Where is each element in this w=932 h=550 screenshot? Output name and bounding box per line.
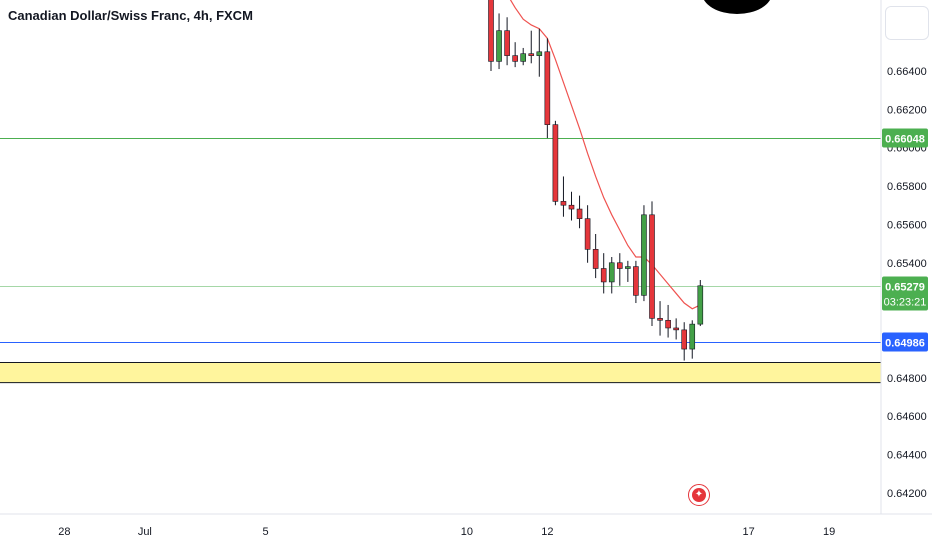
- time-tick-label: Jul: [138, 526, 152, 538]
- candle: [592, 233, 599, 279]
- candle-body: [641, 214, 647, 296]
- candle-body: [649, 214, 655, 319]
- time-axis[interactable]: 2628Jul51012171924: [0, 513, 932, 538]
- top-overlay-shape: [702, 0, 772, 14]
- candle-body: [673, 327, 679, 331]
- canada-flag-icon[interactable]: ✦: [688, 484, 710, 506]
- candle: [608, 257, 615, 294]
- price-tick-label: 0.66200: [887, 104, 927, 116]
- candles: [488, 0, 704, 361]
- maple-leaf-icon: ✦: [692, 488, 706, 502]
- candle: [552, 120, 559, 206]
- candle: [641, 205, 647, 302]
- candle: [520, 47, 527, 66]
- candle-body: [496, 30, 502, 62]
- candle-body: [681, 329, 688, 350]
- time-tick-label: 19: [823, 526, 835, 538]
- scale-settings-icon[interactable]: [885, 6, 929, 40]
- support-zone: [0, 361, 881, 384]
- horizontal-lines: [0, 138, 881, 343]
- candle-body: [536, 51, 543, 56]
- candle: [657, 301, 663, 336]
- candle-body: [665, 319, 671, 329]
- current-price-label: 0.65279: [885, 282, 925, 294]
- resistance-price-label: 0.66048: [885, 134, 925, 146]
- candle: [576, 195, 583, 229]
- resistance-price-badge: [882, 128, 928, 148]
- candle-body: [560, 201, 567, 206]
- candle-body: [657, 318, 663, 321]
- candle: [633, 260, 639, 304]
- time-tick-label: 10: [461, 526, 473, 538]
- candle: [488, 0, 494, 71]
- candle: [625, 260, 631, 282]
- candle: [697, 280, 704, 327]
- candle: [673, 318, 679, 340]
- candle: [512, 42, 518, 68]
- price-labels: 0.66048 0.65279 03:23:21 0.64986: [882, 128, 928, 352]
- candle-body: [552, 124, 559, 202]
- candle: [616, 253, 623, 286]
- candle-body: [504, 30, 510, 56]
- candle: [544, 38, 551, 139]
- candle-body: [576, 208, 583, 219]
- price-tick-label: 0.64200: [887, 488, 927, 500]
- price-tick-label: 0.65600: [887, 219, 927, 231]
- support-zone-rect: [0, 362, 881, 383]
- price-tick-label: 0.64800: [887, 373, 927, 385]
- candle: [568, 191, 575, 221]
- candle-body: [600, 268, 607, 283]
- candle: [560, 176, 567, 217]
- candle-body: [625, 266, 631, 269]
- time-tick-label: 28: [58, 526, 70, 538]
- support-price-badge: [882, 332, 928, 352]
- time-tick-label: 17: [742, 526, 754, 538]
- candle-body: [689, 323, 696, 350]
- chart-title: Canadian Dollar/Swiss Franc, 4h, FXCM: [8, 8, 253, 23]
- candle: [681, 322, 688, 361]
- support-price-label: 0.64986: [885, 338, 925, 350]
- price-tick-label: 0.64400: [887, 450, 927, 462]
- candle: [504, 17, 510, 66]
- moving-average-line: [509, 0, 701, 310]
- candle-body: [488, 0, 494, 62]
- candle-body: [584, 218, 591, 250]
- candle-body: [608, 262, 615, 283]
- candle: [600, 253, 607, 294]
- candle-body: [616, 262, 623, 269]
- candle: [665, 304, 671, 338]
- candle-body: [544, 51, 551, 125]
- candle: [536, 28, 543, 77]
- price-axis[interactable]: 0.664000.662000.660000.658000.656000.654…: [880, 0, 927, 514]
- price-tick-label: 0.66400: [887, 66, 927, 78]
- candle: [528, 30, 535, 64]
- candle: [584, 205, 591, 263]
- candle-body: [520, 53, 527, 62]
- current-countdown-label: 03:23:21: [884, 297, 927, 309]
- candle-body: [568, 204, 575, 210]
- ma-series: [509, 0, 701, 310]
- candle: [649, 201, 655, 327]
- time-tick-label: 12: [541, 526, 553, 538]
- candle-body: [592, 249, 599, 269]
- price-tick-label: 0.65800: [887, 181, 927, 193]
- candle-body: [528, 53, 535, 56]
- candle-body: [512, 55, 518, 62]
- price-tick-label: 0.65400: [887, 258, 927, 270]
- candle: [689, 320, 696, 359]
- candle: [496, 13, 502, 70]
- time-tick-label: 5: [263, 526, 269, 538]
- candle-body: [697, 285, 704, 325]
- candle-body: [633, 266, 639, 296]
- price-tick-label: 0.64600: [887, 411, 927, 423]
- current-price-badge: [882, 276, 928, 311]
